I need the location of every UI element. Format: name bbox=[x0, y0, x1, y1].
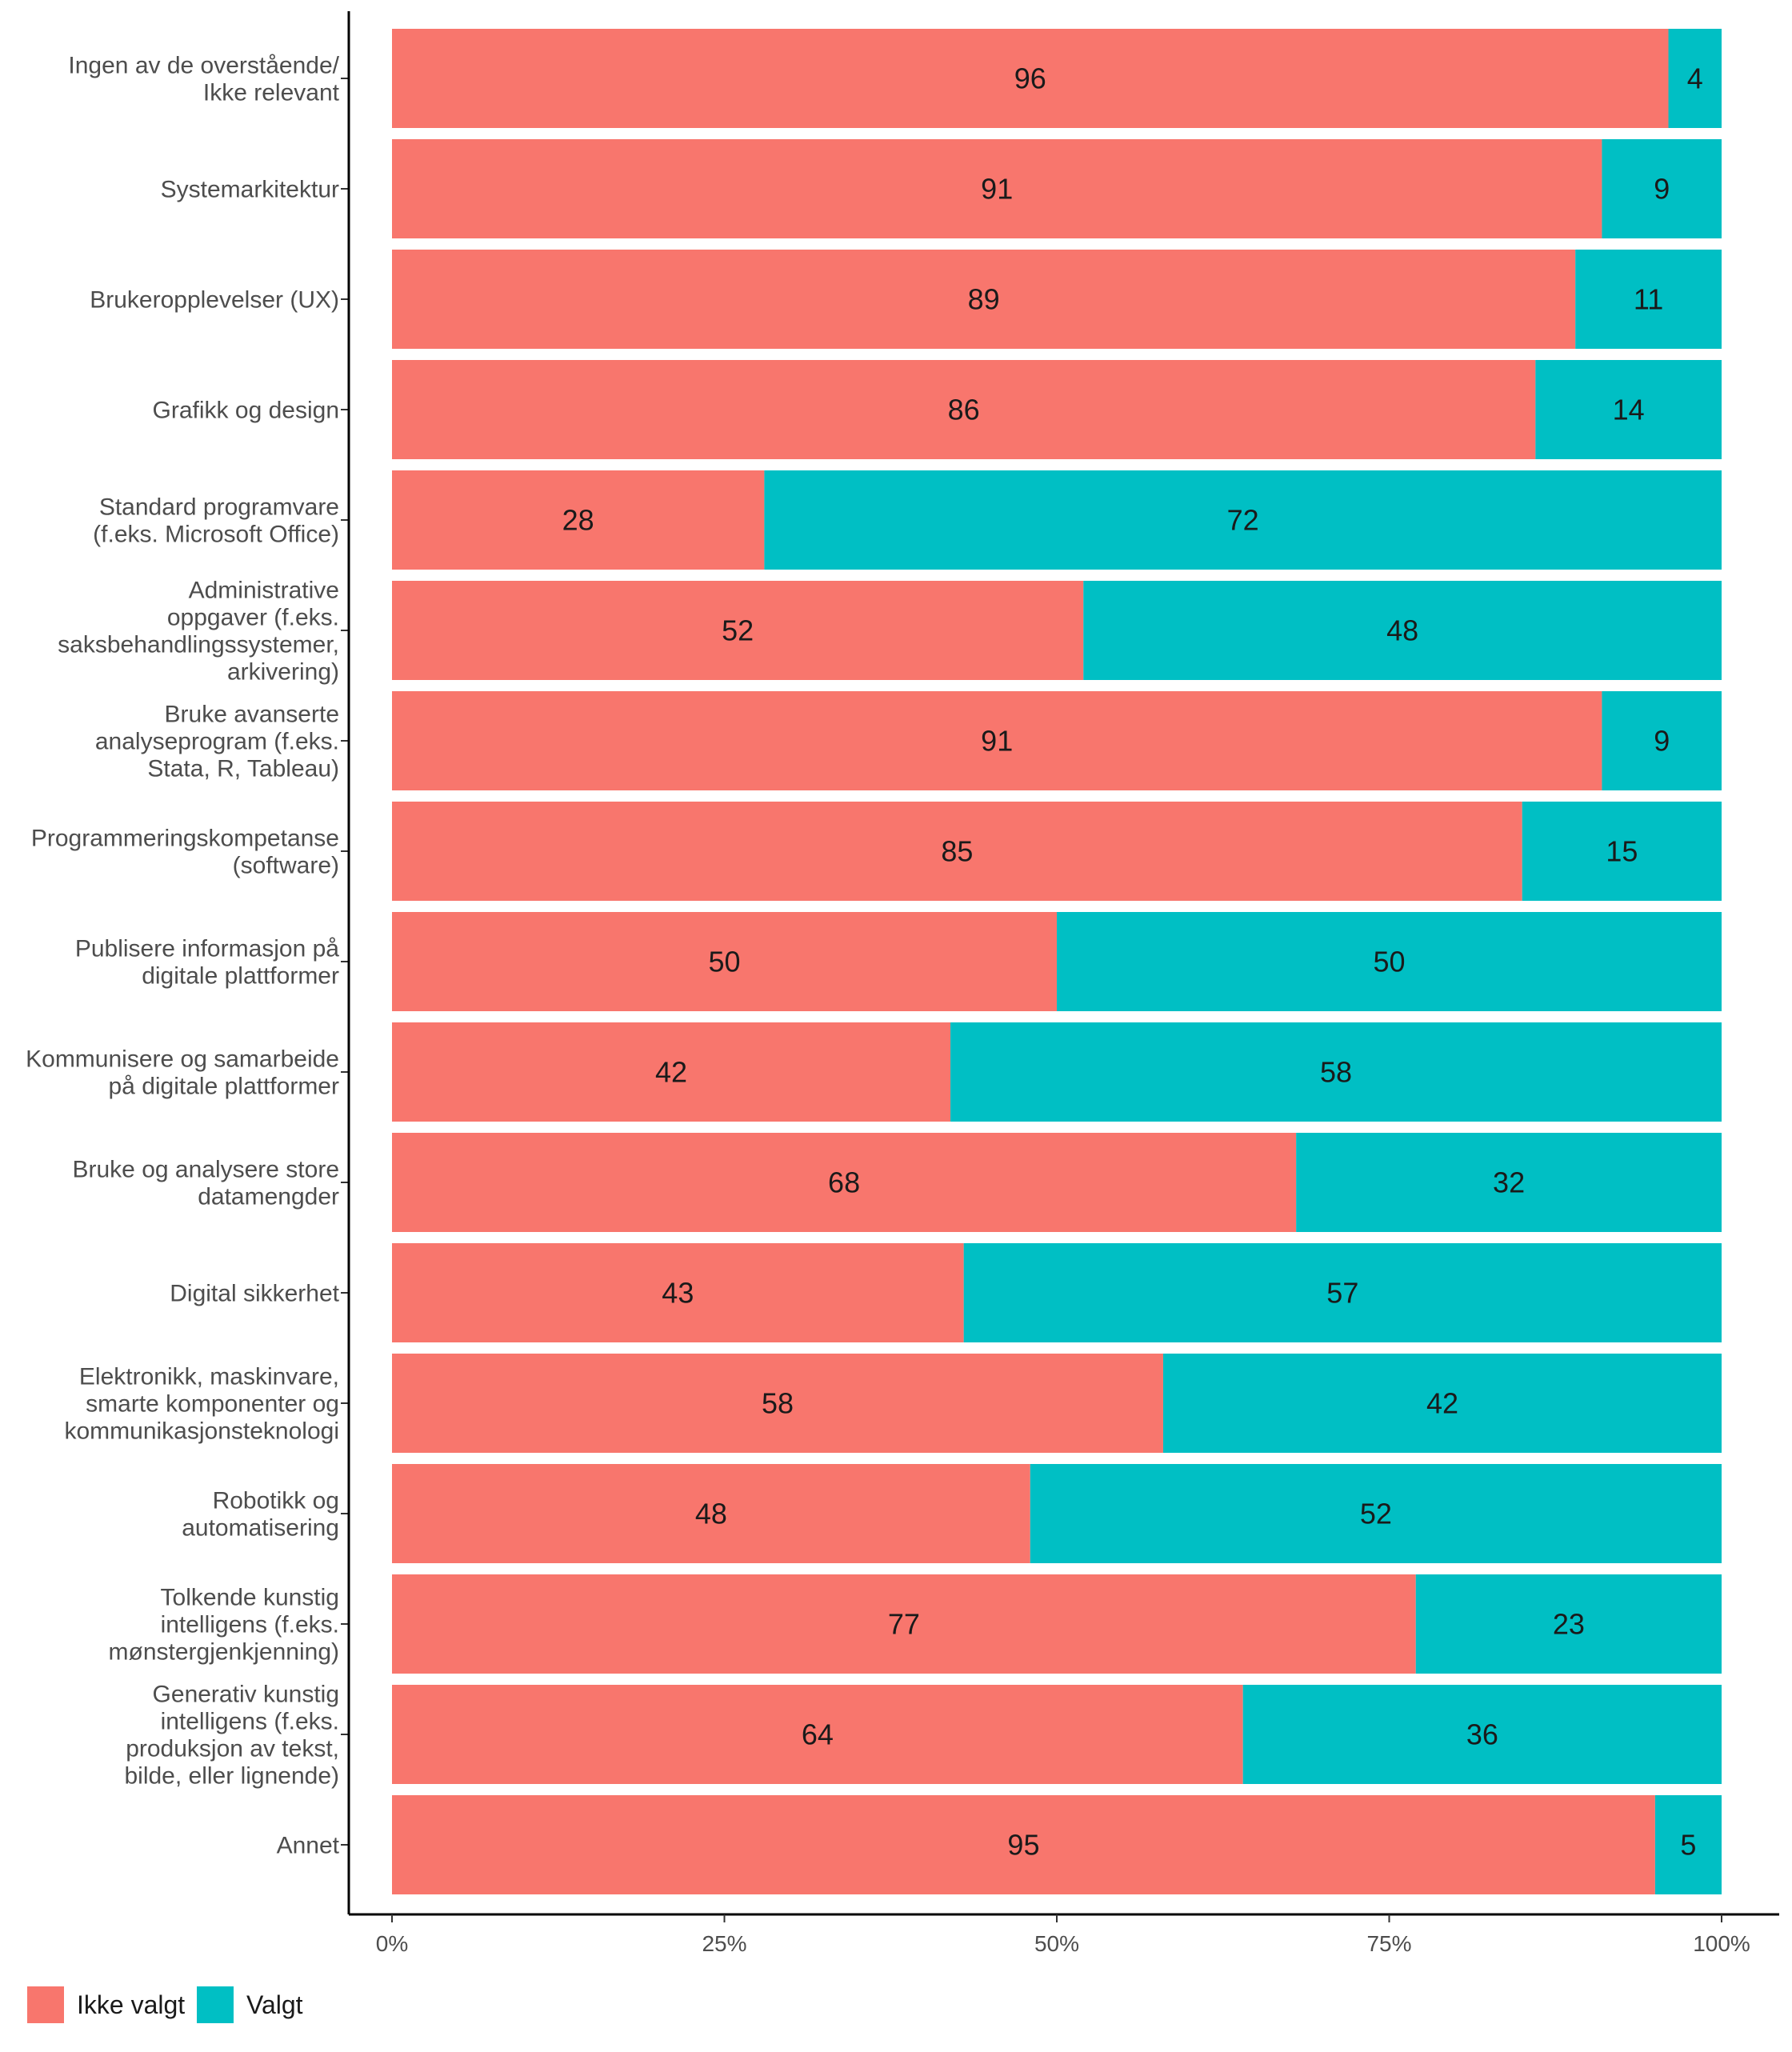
legend-key-valgt bbox=[197, 1986, 234, 2023]
data-label: 43 bbox=[662, 1277, 694, 1310]
category-label: Publisere informasjon på digitale plattfo… bbox=[75, 936, 339, 990]
data-label: 4 bbox=[1687, 62, 1703, 95]
data-label: 14 bbox=[1613, 394, 1645, 426]
legend-key-ikke-valgt bbox=[27, 1986, 64, 2023]
category-label: Generativ kunstig intelligens (f.eks. prod… bbox=[124, 1682, 339, 1790]
x-tick-label: 50% bbox=[1034, 1931, 1079, 1956]
data-label: 91 bbox=[981, 173, 1013, 206]
bar-ikke-valgt bbox=[392, 802, 1522, 901]
bar-valgt bbox=[1030, 1464, 1722, 1563]
bar-ikke-valgt bbox=[392, 581, 1084, 680]
data-label: 77 bbox=[888, 1608, 920, 1641]
x-tick-label: 75% bbox=[1366, 1931, 1411, 1956]
data-label: 42 bbox=[1426, 1387, 1458, 1420]
bar-ikke-valgt bbox=[392, 139, 1602, 238]
category-label: Kommunisere og samarbeide på digitale pla… bbox=[26, 1046, 339, 1100]
bar-valgt bbox=[1057, 912, 1722, 1011]
data-label: 96 bbox=[1014, 62, 1046, 95]
data-label: 58 bbox=[1320, 1056, 1352, 1089]
bar-ikke-valgt bbox=[392, 1795, 1655, 1894]
data-label: 50 bbox=[1373, 946, 1405, 978]
data-label: 64 bbox=[802, 1718, 834, 1751]
data-label: 11 bbox=[1634, 283, 1663, 316]
bar-ikke-valgt bbox=[392, 250, 1576, 349]
data-label: 68 bbox=[828, 1166, 860, 1199]
bar-valgt bbox=[1602, 139, 1722, 238]
data-label: 85 bbox=[941, 835, 973, 868]
category-label: Ingen av de overstående/Ikke relevant bbox=[68, 53, 339, 106]
data-label: 48 bbox=[695, 1498, 727, 1530]
bar-valgt bbox=[1083, 581, 1722, 680]
category-label: Elektronikk, maskinvare, smarte komponent… bbox=[64, 1364, 339, 1445]
bar-valgt bbox=[1575, 250, 1722, 349]
category-label: Robotikk og automatisering bbox=[182, 1488, 339, 1542]
x-tick-label: 0% bbox=[376, 1931, 408, 1956]
category-label: Tolkende kunstig intelligens (f.eks. mønst… bbox=[109, 1585, 339, 1666]
bar-ikke-valgt bbox=[392, 1133, 1297, 1232]
data-label: 72 bbox=[1227, 504, 1259, 537]
data-label: 86 bbox=[948, 394, 980, 426]
bar-valgt bbox=[1296, 1133, 1722, 1232]
data-label: 28 bbox=[562, 504, 594, 537]
data-label: 58 bbox=[762, 1387, 794, 1420]
data-label: 32 bbox=[1493, 1166, 1525, 1199]
bar-valgt bbox=[1415, 1574, 1722, 1674]
bar-ikke-valgt bbox=[392, 1243, 964, 1342]
bar-valgt bbox=[1522, 802, 1722, 901]
data-label: 91 bbox=[981, 725, 1013, 758]
bar-ikke-valgt bbox=[392, 29, 1669, 128]
data-label: 52 bbox=[722, 614, 754, 647]
data-label: 9 bbox=[1654, 173, 1670, 206]
x-tick-label: 100% bbox=[1693, 1931, 1750, 1956]
bar-valgt bbox=[1602, 691, 1722, 790]
bar-ikke-valgt bbox=[392, 1574, 1416, 1674]
bar-ikke-valgt bbox=[392, 1464, 1030, 1563]
category-label: Digital sikkerhet bbox=[170, 1281, 339, 1307]
category-label: Administrative oppgaver (f.eks. saksbehand… bbox=[58, 578, 339, 686]
x-tick-label: 25% bbox=[702, 1931, 746, 1956]
bar-valgt bbox=[963, 1243, 1722, 1342]
data-label: 36 bbox=[1466, 1718, 1498, 1751]
category-label: Annet bbox=[277, 1833, 340, 1859]
bar-valgt bbox=[950, 1022, 1722, 1122]
bar-valgt bbox=[764, 470, 1722, 570]
bar-ikke-valgt bbox=[392, 470, 765, 570]
bar-ikke-valgt bbox=[392, 912, 1057, 1011]
category-label: Bruke avanserte analyseprogram (f.eks. Sta… bbox=[95, 702, 339, 782]
legend-label: Ikke valgt bbox=[77, 1990, 185, 2019]
data-label: 5 bbox=[1680, 1829, 1696, 1862]
bar-valgt bbox=[1535, 360, 1722, 459]
data-label: 52 bbox=[1360, 1498, 1392, 1530]
bar-valgt bbox=[1668, 29, 1722, 128]
bar-ikke-valgt bbox=[392, 1354, 1163, 1453]
legend-label: Valgt bbox=[246, 1990, 303, 2019]
category-label: Systemarkitektur bbox=[161, 177, 339, 203]
data-label: 48 bbox=[1386, 614, 1418, 647]
bar-ikke-valgt bbox=[392, 1022, 951, 1122]
data-label: 57 bbox=[1326, 1277, 1358, 1310]
category-label: Bruke og analysere store datamengder bbox=[72, 1157, 339, 1210]
category-label: Grafikk og design bbox=[153, 398, 339, 424]
bar-valgt bbox=[1162, 1354, 1722, 1453]
bar-ikke-valgt bbox=[392, 360, 1536, 459]
category-label: Programmeringskompetanse (software) bbox=[31, 826, 339, 879]
data-label: 89 bbox=[968, 283, 1000, 316]
data-label: 15 bbox=[1606, 835, 1638, 868]
data-label: 42 bbox=[655, 1056, 687, 1089]
bar-ikke-valgt bbox=[392, 691, 1602, 790]
category-label: Standard programvare (f.eks. Microsoft Of… bbox=[93, 494, 339, 548]
bar-ikke-valgt bbox=[392, 1685, 1243, 1784]
data-label: 9 bbox=[1654, 725, 1670, 758]
data-label: 23 bbox=[1553, 1608, 1585, 1641]
bar-valgt bbox=[1654, 1795, 1722, 1894]
data-label: 95 bbox=[1007, 1829, 1039, 1862]
bar-valgt bbox=[1242, 1685, 1722, 1784]
data-label: 50 bbox=[708, 946, 740, 978]
category-label: Brukeropplevelser (UX) bbox=[90, 287, 339, 314]
